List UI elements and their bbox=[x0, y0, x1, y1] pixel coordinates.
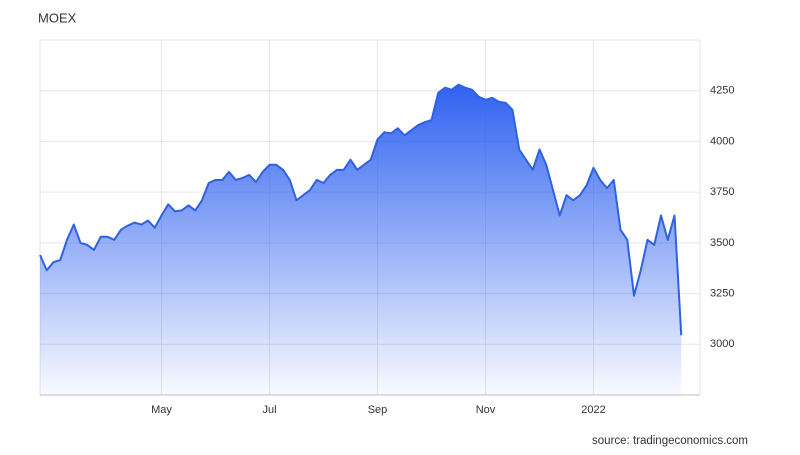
area-fill bbox=[40, 84, 682, 395]
y-tick-label: 3750 bbox=[710, 186, 734, 198]
source: source: tradingeconomics.com bbox=[592, 435, 748, 447]
x-tick-label: 2022 bbox=[581, 404, 605, 416]
y-tick-label: 4000 bbox=[710, 135, 734, 147]
y-tick-label: 4250 bbox=[710, 85, 734, 97]
x-tick-label: May bbox=[151, 404, 172, 416]
x-tick-label: Nov bbox=[476, 404, 496, 416]
chart-title: MOEX bbox=[38, 10, 77, 25]
y-tick-label: 3250 bbox=[710, 287, 734, 299]
y-tick-label: 3000 bbox=[710, 338, 734, 350]
x-tick-label: Jul bbox=[262, 404, 276, 416]
y-tick-label: 3500 bbox=[710, 237, 734, 249]
x-tick-label: Sep bbox=[368, 404, 388, 416]
line bbox=[39, 83, 683, 336]
